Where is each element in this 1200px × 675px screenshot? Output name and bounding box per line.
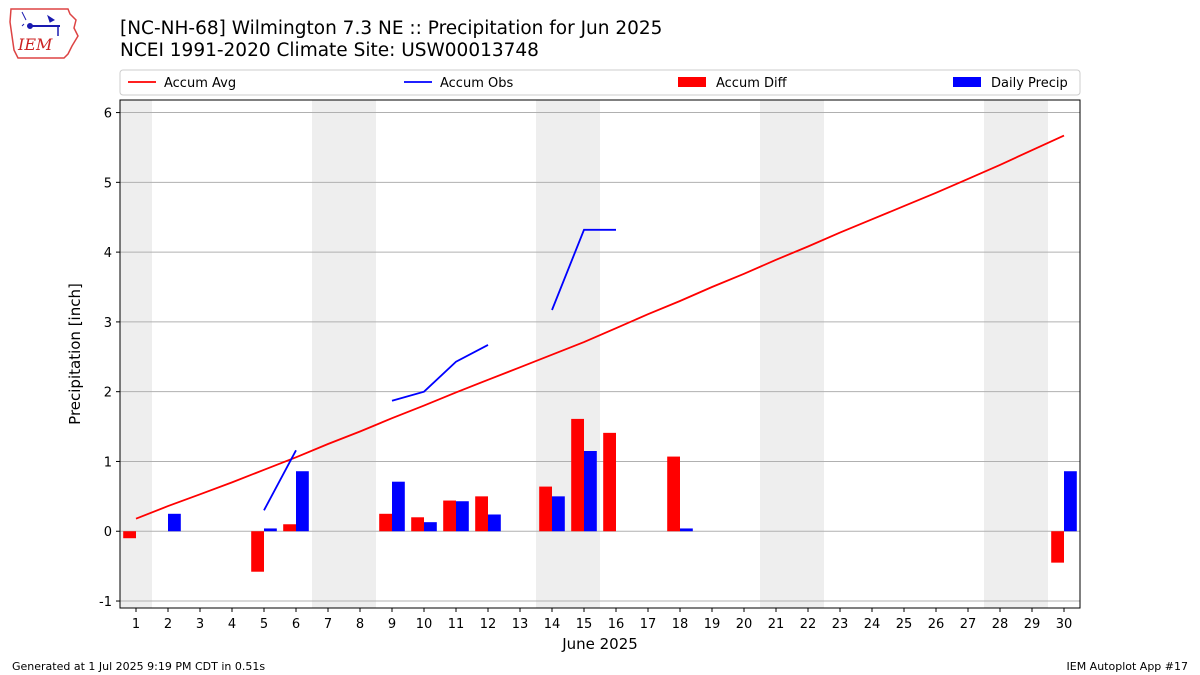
x-tick-label: 25 (896, 617, 913, 632)
weekend-band (120, 100, 152, 608)
iem-logo-text: IEM (17, 35, 53, 54)
x-tick-label: 27 (960, 617, 977, 632)
x-tick-label: 28 (992, 617, 1009, 632)
daily-precip-bar (584, 450, 597, 532)
legend-label-accum-obs: Accum Obs (440, 76, 513, 91)
x-tick-label: 23 (832, 617, 849, 632)
weather-station-icon (21, 11, 60, 36)
lines (135, 134, 1065, 520)
x-tick-label: 12 (480, 617, 497, 632)
x-tick-label: 5 (260, 617, 268, 632)
legend-box (119, 69, 1081, 96)
x-tick-label: 19 (704, 617, 721, 632)
daily-precip-bar (168, 513, 181, 532)
daily-precip-bar (264, 528, 277, 532)
y-tick-label: -1 (99, 595, 112, 610)
x-tick-label: 3 (196, 617, 204, 632)
chart-subtitle: NCEI 1991-2020 Climate Site: USW00013748 (120, 40, 539, 61)
y-axis-label: Precipitation [inch] (66, 283, 84, 425)
x-axis-label: June 2025 (561, 635, 638, 653)
bars (123, 418, 1077, 572)
daily-precip-bar (552, 496, 565, 532)
y-gridlines (120, 112, 1080, 602)
weekend-band (984, 100, 1048, 608)
accum-diff-bar (539, 486, 552, 532)
x-tick-label: 6 (292, 617, 300, 632)
accum-diff-bar (1051, 531, 1064, 563)
x-tick-label: 15 (576, 617, 593, 632)
accum-diff-bar (475, 496, 488, 532)
daily-precip-bar (456, 501, 469, 532)
x-tick-label: 29 (1024, 617, 1041, 632)
weekend-band (312, 100, 376, 608)
weekend-band (536, 100, 600, 608)
accum-diff-bar (443, 500, 456, 532)
daily-precip-bar (1064, 471, 1077, 532)
legend-swatch-daily-precip (953, 77, 981, 87)
daily-precip-bar (392, 481, 405, 532)
accum-diff-bar (411, 517, 424, 532)
chart-title: [NC-NH-68] Wilmington 7.3 NE :: Precipit… (120, 18, 663, 39)
legend-swatch-accum-diff (678, 77, 706, 87)
y-tick-label: 6 (104, 107, 112, 122)
x-tick-label: 21 (768, 617, 785, 632)
weekend-shading (120, 100, 1048, 608)
x-tick-label: 17 (640, 617, 657, 632)
accum-obs-line (263, 449, 297, 511)
y-tick-label: 4 (104, 246, 112, 261)
plot-frame (119, 99, 1081, 609)
y-tick-label: 1 (104, 455, 112, 470)
accum-diff-bar (571, 418, 584, 532)
daily-precip-bar (680, 528, 693, 532)
x-tick-label: 10 (416, 617, 433, 632)
accum-obs-line (391, 344, 489, 402)
weekend-band (760, 100, 824, 608)
daily-precip-bar (296, 471, 309, 532)
y-tick-label: 3 (104, 316, 112, 331)
accum-diff-bar (123, 531, 136, 539)
accum-diff-bar (251, 531, 264, 572)
x-tick-label: 16 (608, 617, 625, 632)
x-tick-label: 30 (1056, 617, 1073, 632)
x-tick-label: 13 (512, 617, 529, 632)
x-tick-label: 26 (928, 617, 945, 632)
x-tick-label: 1 (132, 617, 140, 632)
y-tick-label: 5 (104, 176, 112, 191)
x-tick-label: 4 (228, 617, 236, 632)
y-tick-label: 2 (104, 386, 112, 401)
x-tick-label: 14 (544, 617, 561, 632)
accum-diff-bar (283, 524, 296, 532)
daily-precip-bar (424, 522, 437, 532)
app-credit: IEM Autoplot App #17 (1066, 660, 1189, 673)
accum-obs-line (551, 228, 616, 311)
accum-diff-bar (603, 432, 616, 532)
x-tick-label: 18 (672, 617, 689, 632)
legend-label-accum-diff: Accum Diff (716, 76, 788, 91)
accum-diff-bar (379, 513, 392, 532)
legend-label-daily-precip: Daily Precip (991, 76, 1068, 91)
x-tick-label: 2 (164, 617, 172, 632)
x-tick-label: 8 (356, 617, 364, 632)
y-tick-label: 0 (104, 525, 112, 540)
x-tick-label: 24 (864, 617, 881, 632)
x-tick-label: 11 (448, 617, 465, 632)
iem-logo: IEM (9, 8, 79, 59)
generated-timestamp: Generated at 1 Jul 2025 9:19 PM CDT in 0… (12, 660, 266, 673)
x-tick-label: 9 (388, 617, 396, 632)
legend-label-accum-avg: Accum Avg (164, 76, 236, 91)
iowa-state-outline-icon (9, 8, 79, 59)
x-tick-label: 22 (800, 617, 817, 632)
x-tick-label: 20 (736, 617, 753, 632)
accum-diff-bar (667, 456, 680, 532)
daily-precip-bar (488, 514, 501, 532)
x-tick-label: 7 (324, 617, 332, 632)
legend: Accum Avg Accum Obs Accum Diff Daily Precip (119, 69, 1081, 96)
